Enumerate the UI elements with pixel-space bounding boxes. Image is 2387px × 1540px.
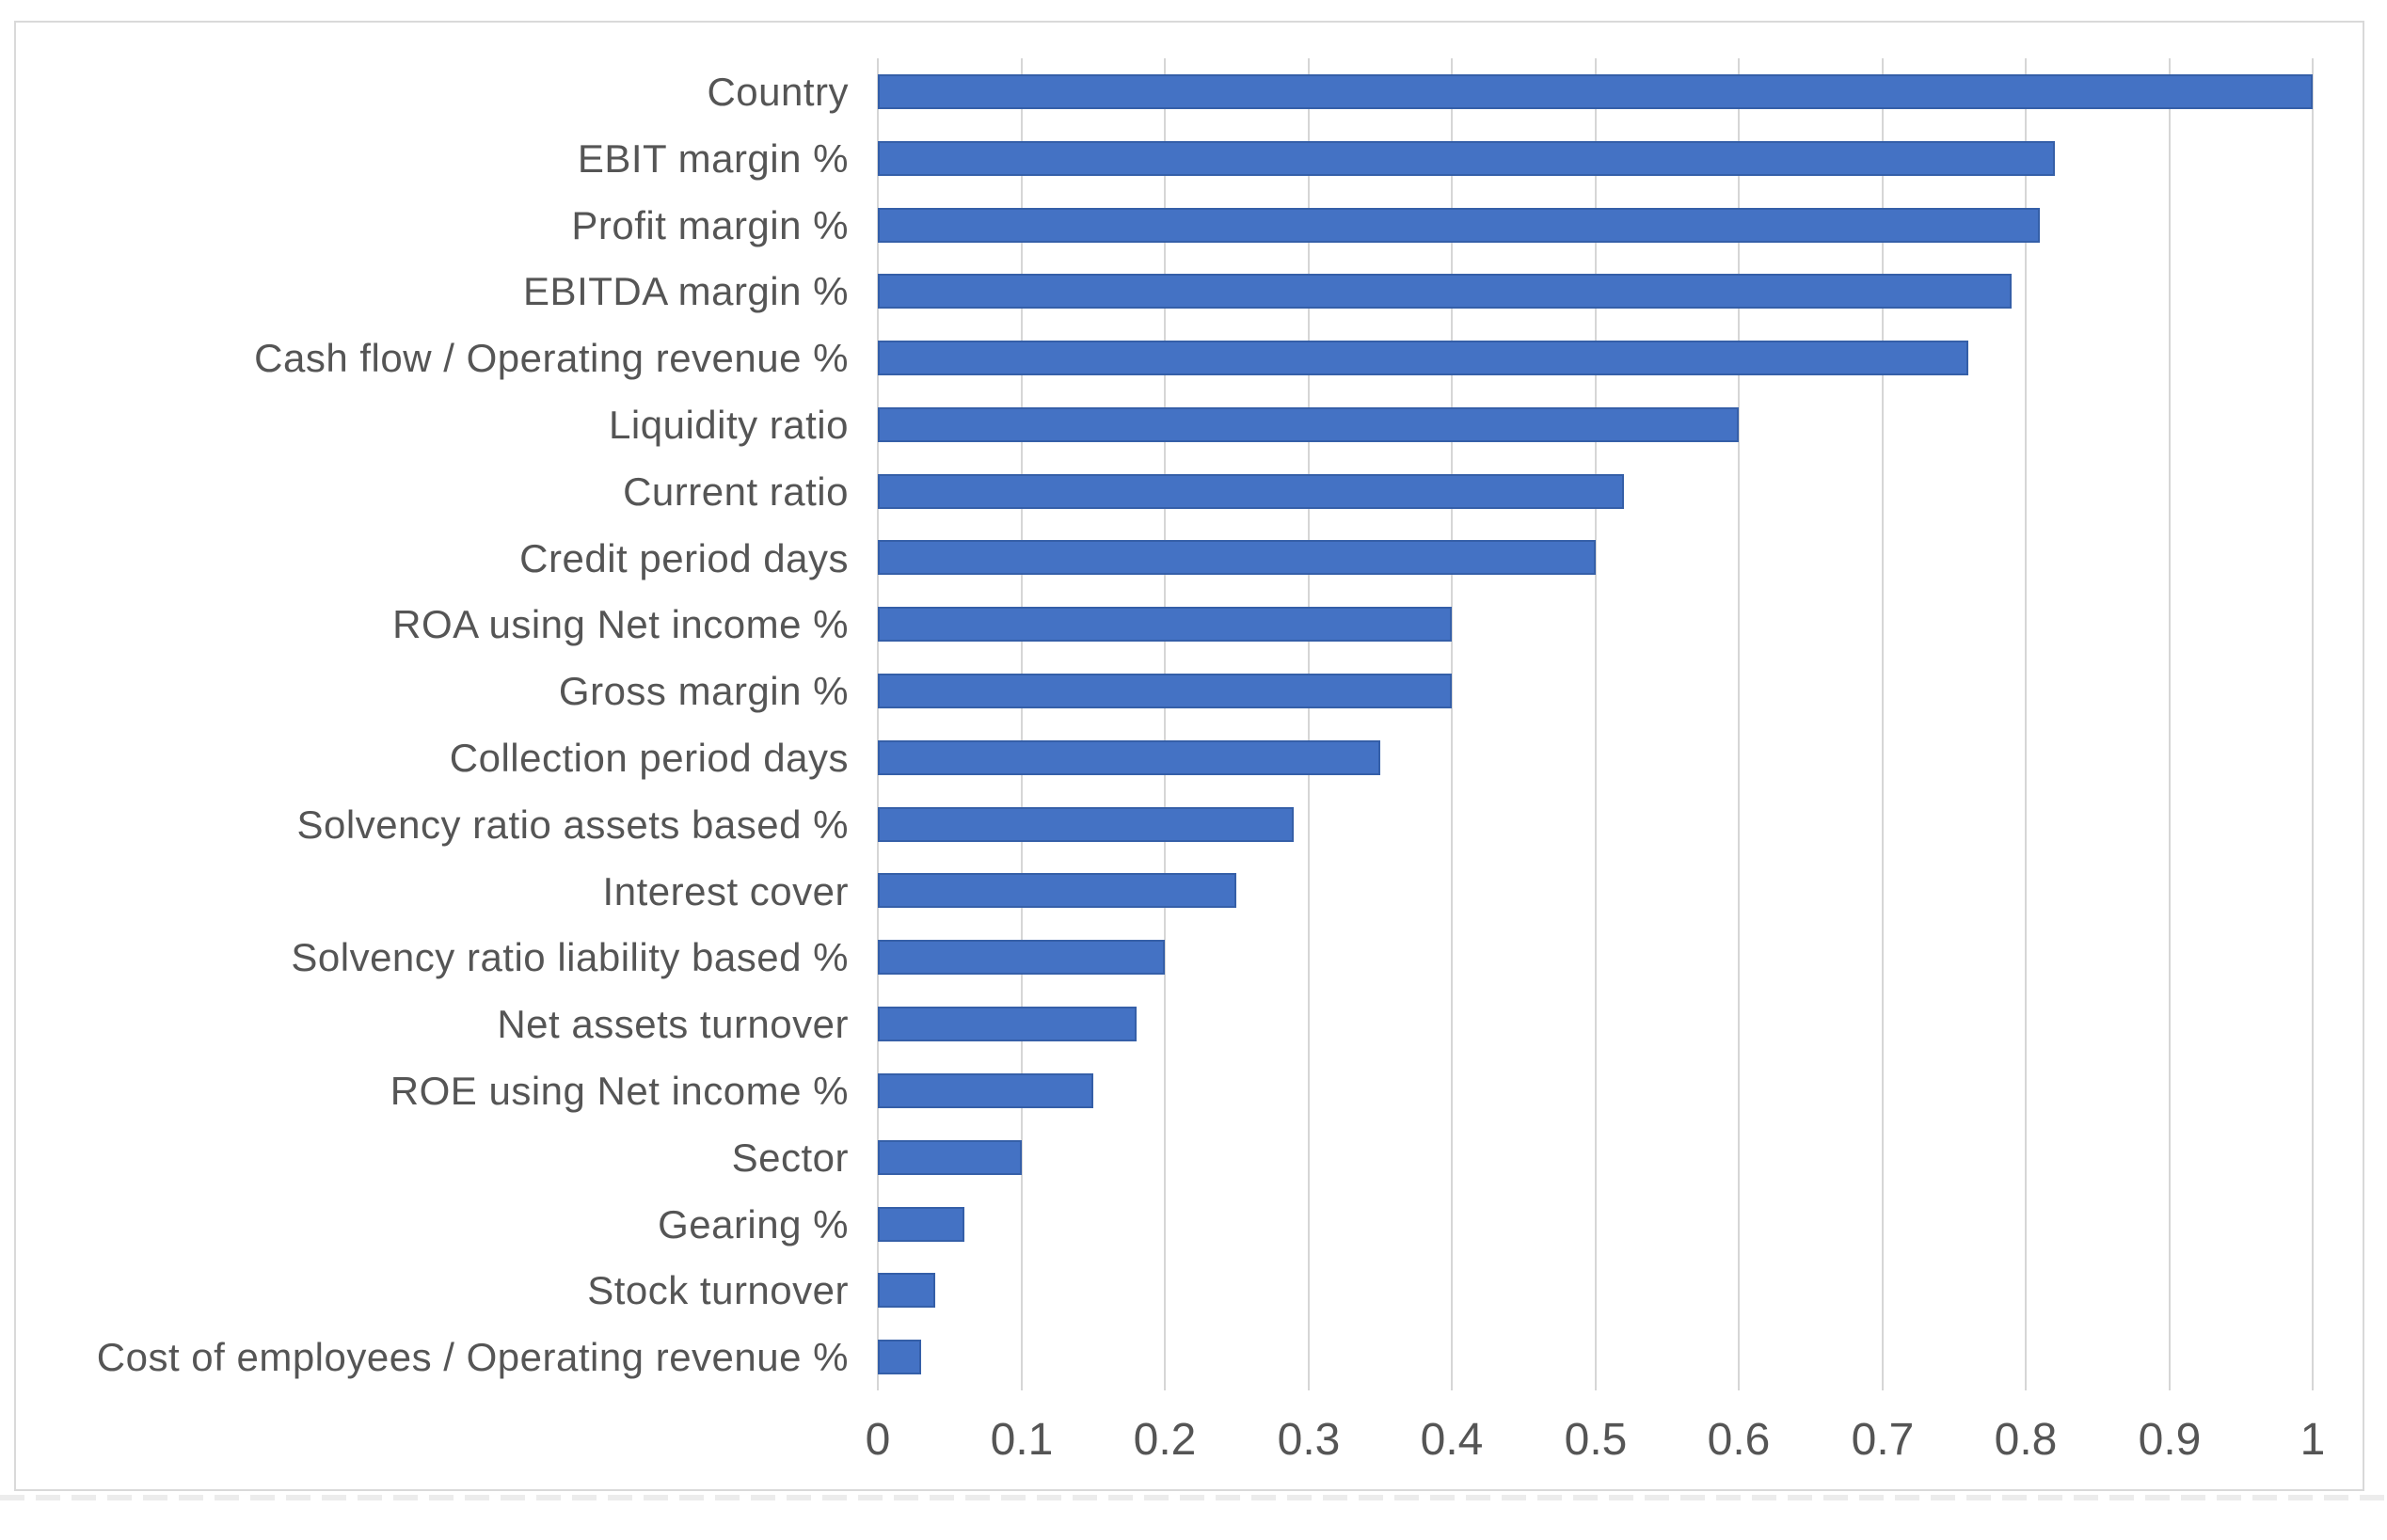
gridline: [877, 58, 879, 1390]
bar: [878, 1207, 964, 1242]
bar: [878, 740, 1380, 775]
bar: [878, 1073, 1093, 1108]
bar: [878, 141, 2055, 176]
gridline: [2169, 58, 2171, 1390]
gridline: [1308, 58, 1310, 1390]
category-label: Credit period days: [519, 536, 849, 580]
bar: [878, 407, 1739, 442]
x-tick-label: 0.5: [1564, 1415, 1628, 1465]
page-break-dashed-line: [0, 1495, 2387, 1500]
bar: [878, 274, 2012, 309]
x-tick-label: 0.2: [1133, 1415, 1197, 1465]
bar: [878, 873, 1236, 908]
x-tick-label: 0.1: [990, 1415, 1054, 1465]
bar: [878, 607, 1452, 642]
bar: [878, 940, 1165, 975]
bar: [878, 540, 1596, 575]
category-label: Net assets turnover: [497, 1002, 849, 1046]
category-label: EBITDA margin %: [523, 269, 849, 313]
bar: [878, 208, 2040, 243]
bar: [878, 674, 1452, 708]
category-label: Interest cover: [602, 869, 849, 913]
category-label: Stock turnover: [587, 1268, 849, 1312]
category-label: ROA using Net income %: [392, 602, 849, 646]
x-tick-label: 0.7: [1851, 1415, 1915, 1465]
bar: [878, 1340, 921, 1374]
bar: [878, 474, 1624, 509]
category-label: Country: [707, 70, 849, 114]
gridline: [2312, 58, 2314, 1390]
category-label: Solvency ratio liability based %: [291, 935, 849, 979]
bar: [878, 1273, 935, 1308]
gridline: [1021, 58, 1023, 1390]
bar: [878, 74, 2313, 109]
gridline: [1451, 58, 1453, 1390]
category-label: Gearing %: [658, 1202, 849, 1246]
category-label: Current ratio: [623, 469, 849, 514]
category-label: EBIT margin %: [577, 136, 849, 181]
gridline: [1882, 58, 1884, 1390]
category-label: Cost of employees / Operating revenue %: [96, 1335, 849, 1379]
category-label: Liquidity ratio: [609, 403, 849, 447]
x-tick-label: 0.8: [1994, 1415, 2058, 1465]
x-tick-label: 0.4: [1420, 1415, 1484, 1465]
category-label: Gross margin %: [558, 669, 849, 713]
x-tick-label: 0.3: [1277, 1415, 1341, 1465]
category-label: ROE using Net income %: [390, 1069, 849, 1113]
category-label: Sector: [731, 1135, 849, 1180]
bar: [878, 807, 1294, 842]
bar: [878, 341, 1968, 375]
x-tick-label: 0.9: [2138, 1415, 2202, 1465]
gridline: [1595, 58, 1597, 1390]
x-tick-label: 0.6: [1707, 1415, 1771, 1465]
x-tick-label: 1: [2299, 1415, 2326, 1465]
x-tick-label: 0: [865, 1415, 891, 1465]
gridline: [2025, 58, 2027, 1390]
gridline: [1738, 58, 1740, 1390]
category-label: Cash flow / Operating revenue %: [254, 336, 849, 380]
category-label: Collection period days: [449, 736, 849, 780]
bar: [878, 1007, 1137, 1041]
gridline: [1164, 58, 1166, 1390]
category-label: Solvency ratio assets based %: [296, 802, 849, 847]
category-label: Profit margin %: [571, 203, 849, 247]
bar: [878, 1140, 1022, 1175]
